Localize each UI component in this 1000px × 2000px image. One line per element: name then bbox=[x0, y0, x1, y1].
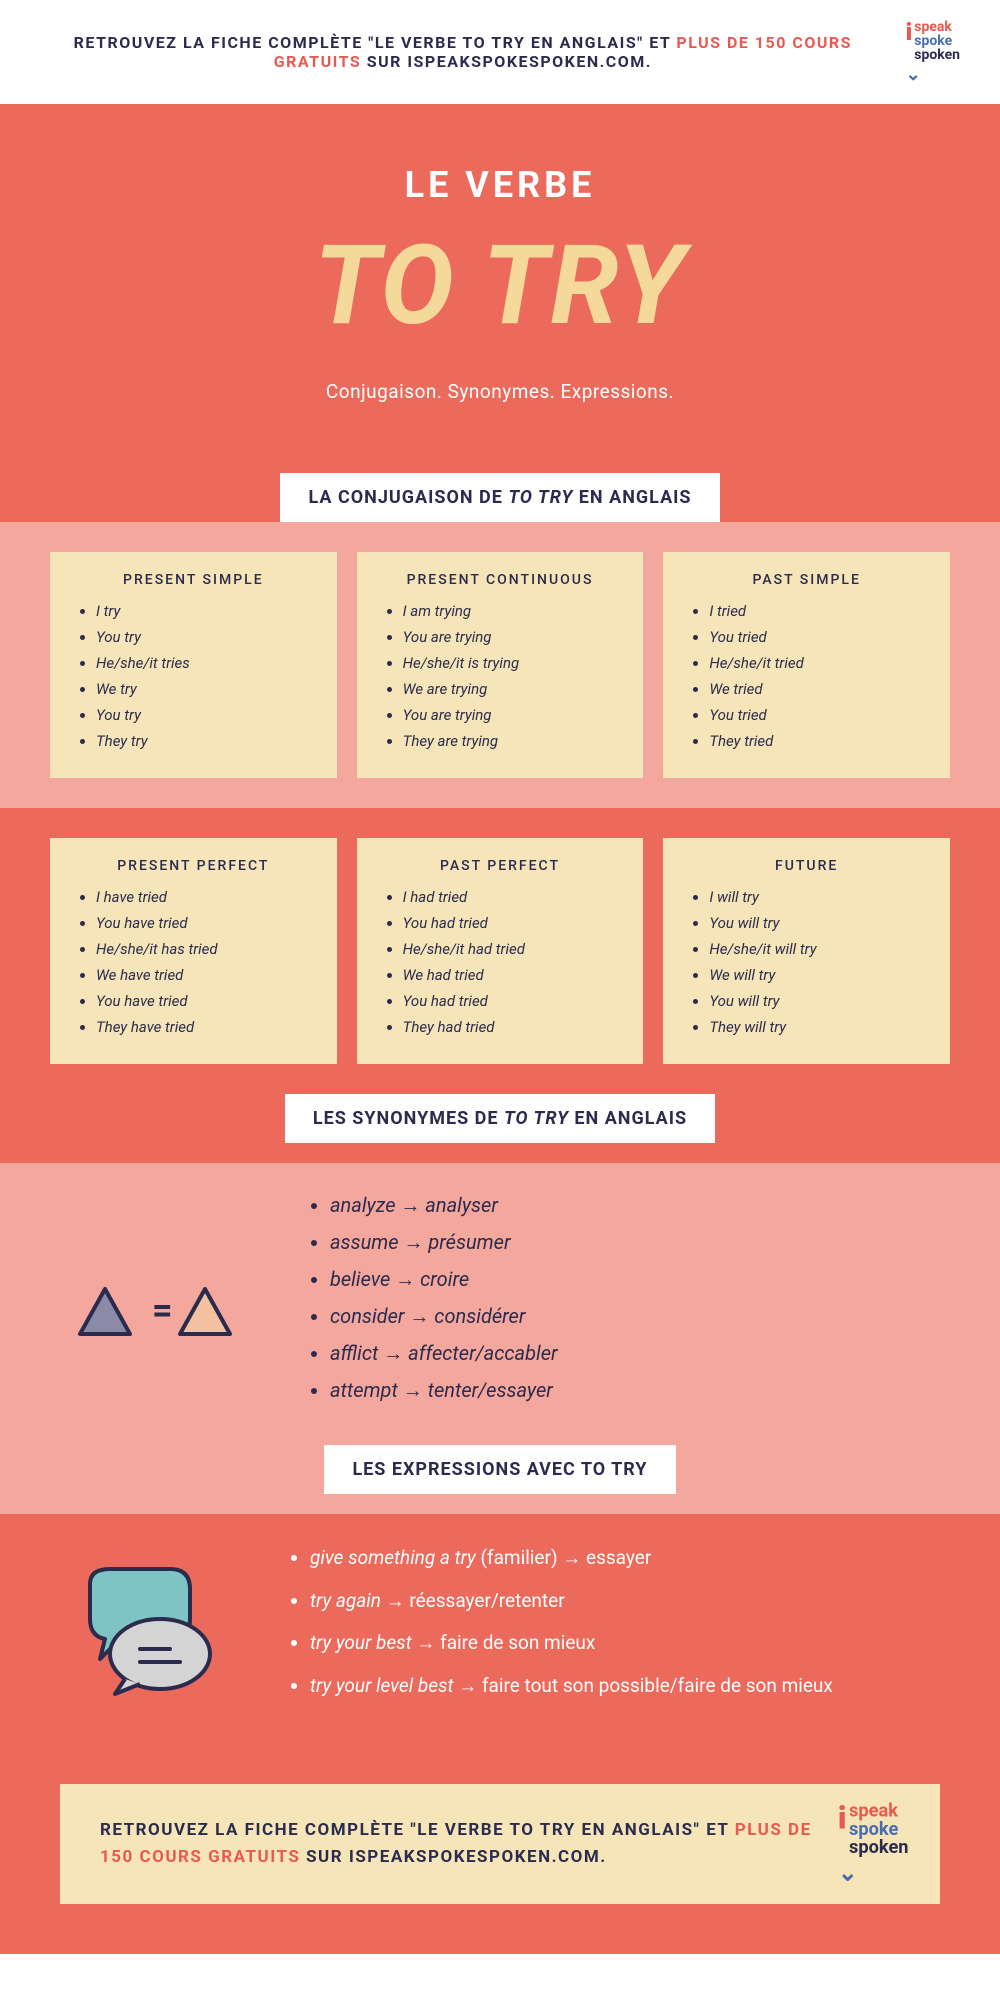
conj-list: I had tried You had tried He/she/it had tr… bbox=[381, 888, 620, 1036]
conj-item: They try bbox=[96, 732, 313, 750]
conj-item: They will try bbox=[709, 1018, 926, 1036]
syn-item: afflict → affecter/accabler bbox=[330, 1341, 940, 1366]
expr-item: try your level best → faire tout son pos… bbox=[310, 1672, 940, 1701]
banner-text-1: RETROUVEZ LA FICHE COMPLÈTE "LE VERBE TO… bbox=[74, 33, 677, 52]
conj-item: We had tried bbox=[403, 966, 620, 984]
expr-header-wrap: LES EXPRESSIONS AVEC TO TRY bbox=[0, 1445, 1000, 1514]
syn-item: analyze → analyser bbox=[330, 1193, 940, 1218]
conj-item: He/she/it has tried bbox=[96, 940, 313, 958]
conj-item: You had tried bbox=[403, 992, 620, 1010]
conj-item: You had tried bbox=[403, 914, 620, 932]
conj-item: He/she/it tried bbox=[709, 654, 926, 672]
conj-item: You tried bbox=[709, 706, 926, 724]
conj-card: PRESENT SIMPLE I try You try He/she/it trie… bbox=[50, 552, 337, 778]
hero-title: TO TRY bbox=[40, 221, 960, 350]
conj-list: I will try You will try He/she/it will try… bbox=[687, 888, 926, 1036]
top-banner-text: RETROUVEZ LA FICHE COMPLÈTE "LE VERBE TO… bbox=[40, 33, 886, 71]
conj-card-title: PRESENT PERFECT bbox=[74, 858, 313, 874]
conj-card: FUTURE I will try You will try He/she/it wi… bbox=[663, 838, 950, 1064]
conj-item: I had tried bbox=[403, 888, 620, 906]
conj-item: I tried bbox=[709, 602, 926, 620]
conj-item: I try bbox=[96, 602, 313, 620]
syn-item: assume → présumer bbox=[330, 1230, 940, 1255]
conj-header-wrap: LA CONJUGAISON DE TO TRY EN ANGLAIS bbox=[0, 443, 1000, 522]
footer-text: RETROUVEZ LA FICHE COMPLÈTE "LE VERBE TO… bbox=[100, 1817, 816, 1871]
conj-card: PRESENT PERFECT I have tried You have trie… bbox=[50, 838, 337, 1064]
conj-list: I have tried You have tried He/she/it has … bbox=[74, 888, 313, 1036]
conj-card-title: PRESENT SIMPLE bbox=[74, 572, 313, 588]
expr-list: give something a try (familier) → essaye… bbox=[280, 1544, 940, 1714]
conj-item: I will try bbox=[709, 888, 926, 906]
hero-subtitle: LE VERBE bbox=[40, 164, 960, 206]
conj-item: We tried bbox=[709, 680, 926, 698]
conj-list: I try You try He/she/it tries We try You try… bbox=[74, 602, 313, 750]
conj-item: You are trying bbox=[403, 628, 620, 646]
conj-card-title: PAST PERFECT bbox=[381, 858, 620, 874]
top-banner: RETROUVEZ LA FICHE COMPLÈTE "LE VERBE TO… bbox=[0, 0, 1000, 104]
footer-box: RETROUVEZ LA FICHE COMPLÈTE "LE VERBE TO… bbox=[60, 1784, 940, 1904]
expr-item: give something a try (familier) → essaye… bbox=[310, 1544, 940, 1573]
syn-section: = analyze → analyser assume → présumer bel… bbox=[0, 1163, 1000, 1445]
syn-list: analyze → analyser assume → présumer belie… bbox=[300, 1193, 940, 1415]
conj-card-title: PAST SIMPLE bbox=[687, 572, 926, 588]
conj-item: You have tried bbox=[96, 992, 313, 1010]
conj-list: I tried You tried He/she/it tried We tried Y… bbox=[687, 602, 926, 750]
conj-card: PRESENT CONTINUOUS I am trying You are try… bbox=[357, 552, 644, 778]
conj-item: We will try bbox=[709, 966, 926, 984]
conj-item: They had tried bbox=[403, 1018, 620, 1036]
conj-item: He/she/it will try bbox=[709, 940, 926, 958]
conj-item: They are trying bbox=[403, 732, 620, 750]
triangles-equal-icon: = bbox=[60, 1254, 260, 1354]
expr-header: LES EXPRESSIONS AVEC TO TRY bbox=[324, 1445, 675, 1494]
syn-item: believe → croire bbox=[330, 1267, 940, 1292]
conj-header: LA CONJUGAISON DE TO TRY EN ANGLAIS bbox=[280, 473, 719, 522]
conj-card-title: FUTURE bbox=[687, 858, 926, 874]
expr-item: try again → réessayer/retenter bbox=[310, 1587, 940, 1616]
conj-item: I have tried bbox=[96, 888, 313, 906]
hero: LE VERBE TO TRY Conjugaison. Synonymes. … bbox=[0, 104, 1000, 443]
conj-card-title: PRESENT CONTINUOUS bbox=[381, 572, 620, 588]
conj-card: PAST SIMPLE I tried You tried He/she/it tri… bbox=[663, 552, 950, 778]
conj-item: You try bbox=[96, 628, 313, 646]
conj-section-2: PRESENT PERFECT I have tried You have trie… bbox=[0, 808, 1000, 1094]
conj-list: I am trying You are trying He/she/it is tr… bbox=[381, 602, 620, 750]
conj-item: You will try bbox=[709, 914, 926, 932]
conj-item: He/she/it had tried bbox=[403, 940, 620, 958]
syn-item: consider → considérer bbox=[330, 1304, 940, 1329]
conj-card: PAST PERFECT I had tried You had tried He/s… bbox=[357, 838, 644, 1064]
speech-bubbles-icon bbox=[60, 1564, 240, 1704]
syn-item: attempt → tenter/essayer bbox=[330, 1378, 940, 1403]
conj-item: You tried bbox=[709, 628, 926, 646]
conj-item: We have tried bbox=[96, 966, 313, 984]
expr-section: give something a try (familier) → essaye… bbox=[0, 1514, 1000, 1754]
syn-header-wrap: LES SYNONYMES DE TO TRY EN ANGLAIS bbox=[0, 1094, 1000, 1163]
conj-item: You have tried bbox=[96, 914, 313, 932]
svg-text:=: = bbox=[152, 1289, 173, 1331]
conj-item: You try bbox=[96, 706, 313, 724]
conj-section-1: PRESENT SIMPLE I try You try He/she/it trie… bbox=[0, 522, 1000, 808]
hero-desc: Conjugaison. Synonymes. Expressions. bbox=[40, 380, 960, 403]
conj-item: They have tried bbox=[96, 1018, 313, 1036]
banner-text-2: SUR ISPEAKSPOKESPOKEN.COM. bbox=[361, 52, 652, 71]
syn-header: LES SYNONYMES DE TO TRY EN ANGLAIS bbox=[285, 1094, 715, 1143]
conj-item: We are trying bbox=[403, 680, 620, 698]
footer: RETROUVEZ LA FICHE COMPLÈTE "LE VERBE TO… bbox=[0, 1754, 1000, 1954]
conj-item: He/she/it tries bbox=[96, 654, 313, 672]
conj-item: We try bbox=[96, 680, 313, 698]
logo-icon: i speak spoke spoken ⌄ bbox=[906, 20, 960, 84]
conj-item: You are trying bbox=[403, 706, 620, 724]
footer-logo-icon: i speak spoke spoken ⌄ bbox=[838, 1802, 909, 1885]
conj-item: They tried bbox=[709, 732, 926, 750]
conj-item: I am trying bbox=[403, 602, 620, 620]
conj-item: You will try bbox=[709, 992, 926, 1010]
conj-item: He/she/it is trying bbox=[403, 654, 620, 672]
expr-item: try your best → faire de son mieux bbox=[310, 1629, 940, 1658]
